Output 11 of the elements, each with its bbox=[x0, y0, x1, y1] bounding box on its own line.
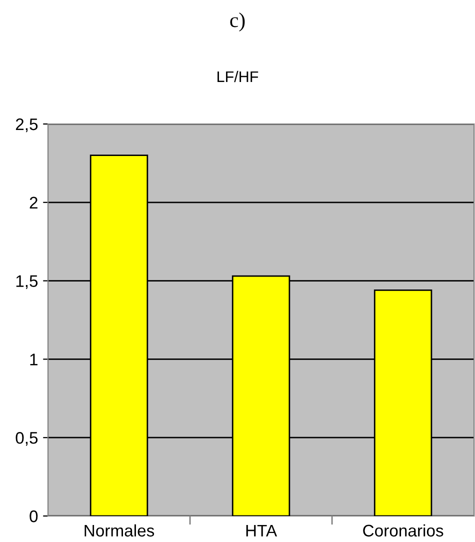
chart-subtitle: LF/HF bbox=[218, 70, 258, 82]
y-tick-label: 1 bbox=[30, 354, 38, 366]
x-tick-label: Normales bbox=[84, 524, 154, 537]
x-tick-label: Coronarios bbox=[363, 524, 444, 537]
y-tick-label: 2 bbox=[30, 196, 38, 208]
y-tick-label: 2,5 bbox=[16, 118, 38, 132]
y-tick-label: 1,5 bbox=[16, 275, 38, 289]
x-tick-label: HTA bbox=[246, 524, 278, 536]
chart-title: c) bbox=[230, 12, 245, 32]
y-tick-label: 0 bbox=[30, 510, 38, 522]
y-tick-label: 0,5 bbox=[16, 432, 38, 446]
